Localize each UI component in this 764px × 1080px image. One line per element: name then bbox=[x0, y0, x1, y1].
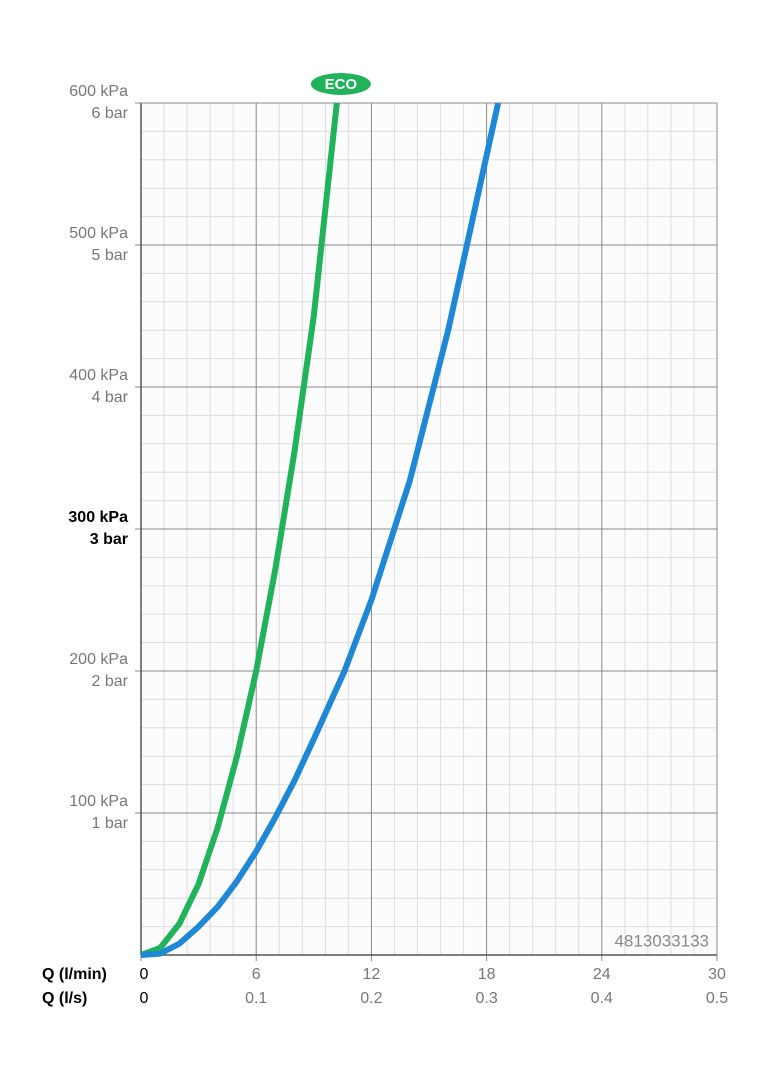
x2-tick-label: 0 bbox=[140, 990, 149, 1007]
y-tick-label: 500 kPa bbox=[69, 225, 128, 242]
y-tick-label: 200 kPa bbox=[69, 651, 128, 668]
x-tick-label: 0 bbox=[140, 966, 149, 983]
x-tick-label: 24 bbox=[593, 966, 611, 983]
x2-axis-label: Q (l/s) bbox=[42, 990, 87, 1007]
annotation: 4813033133 bbox=[614, 931, 709, 950]
x-tick-label: 30 bbox=[708, 966, 726, 983]
x2-tick-label: 0.3 bbox=[475, 990, 497, 1007]
x2-tick-label: 0.4 bbox=[591, 990, 613, 1007]
legend-badge bbox=[310, 73, 371, 95]
x2-tick-label: 0.5 bbox=[706, 990, 728, 1007]
y2-tick-label: 6 bar bbox=[92, 105, 129, 122]
y2-tick-label: 5 bar bbox=[92, 247, 129, 264]
y-tick-label: 600 kPa bbox=[69, 83, 128, 100]
legend-label: ECO bbox=[325, 76, 358, 93]
y-tick-label: 300 kPa bbox=[68, 509, 128, 526]
x-tick-label: 12 bbox=[363, 966, 381, 983]
x2-tick-label: 0.1 bbox=[245, 990, 267, 1007]
x2-tick-label: 0.2 bbox=[360, 990, 382, 1007]
y2-tick-label: 2 bar bbox=[92, 673, 129, 690]
y2-tick-label: 1 bar bbox=[92, 815, 129, 832]
x-tick-label: 18 bbox=[478, 966, 496, 983]
y-tick-label: 100 kPa bbox=[69, 793, 128, 810]
x-tick-label: 6 bbox=[252, 966, 261, 983]
line bbox=[140, 102, 502, 958]
x-axis-label: Q (l/min) bbox=[42, 966, 107, 983]
y2-tick-label: 4 bar bbox=[92, 389, 129, 406]
line bbox=[139, 102, 340, 958]
y2-tick-label: 3 bar bbox=[90, 531, 128, 548]
y-tick-label: 400 kPa bbox=[69, 367, 128, 384]
